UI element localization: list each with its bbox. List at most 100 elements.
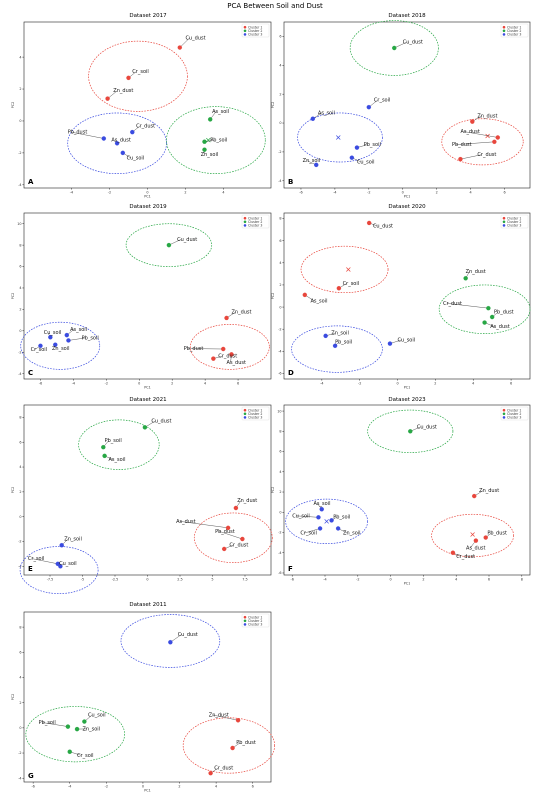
data-point bbox=[335, 526, 341, 531]
x-axis-label: PC1 bbox=[404, 582, 411, 586]
point-label: Pb_dust bbox=[236, 740, 256, 746]
cluster-boundary bbox=[193, 512, 273, 563]
point-label: Cr_soil bbox=[132, 69, 149, 75]
point-label: Zn_dust bbox=[477, 113, 497, 119]
centroid-marker bbox=[485, 133, 490, 139]
legend-entry: Cluster 1 bbox=[248, 25, 262, 29]
legend-swatch bbox=[243, 220, 247, 224]
data-point bbox=[483, 535, 488, 540]
annotation-leader bbox=[446, 303, 489, 309]
data-point bbox=[221, 546, 227, 552]
data-point bbox=[392, 45, 397, 51]
scatter-panel: Dataset 2017 -4 -2 0 2 4 -4 -2 0 2 4 PC1 PC2 Cu_dust C… bbox=[11, 13, 272, 199]
cluster-boundary bbox=[120, 614, 221, 668]
panel-letter: G bbox=[28, 772, 34, 780]
legend-entry: Cluster 3 bbox=[248, 224, 262, 228]
legend-swatch bbox=[502, 33, 506, 36]
point-label: Cu_soil bbox=[357, 159, 375, 165]
data-point bbox=[319, 507, 324, 512]
point-label: As_dust bbox=[460, 129, 479, 135]
axes-frame bbox=[23, 212, 272, 380]
point-label: Pb_dust bbox=[215, 529, 235, 535]
cluster-boundary bbox=[189, 324, 270, 370]
y-tick-label: 8 bbox=[19, 243, 21, 247]
cluster-boundary bbox=[182, 717, 276, 774]
data-point bbox=[224, 315, 229, 321]
data-point bbox=[74, 726, 80, 732]
x-tick-label: -4 bbox=[70, 190, 73, 194]
y-axis-label: PC2 bbox=[11, 487, 15, 494]
point-label: Cr_soil bbox=[300, 531, 317, 537]
legend-entry: Cluster 2 bbox=[248, 29, 262, 33]
y-tick-label: 10 bbox=[277, 409, 281, 413]
data-point bbox=[82, 719, 87, 724]
y-tick-label: 10 bbox=[17, 222, 21, 226]
cluster-boundary bbox=[291, 325, 383, 373]
legend-swatch bbox=[502, 412, 506, 416]
y-axis-label: PC2 bbox=[271, 293, 275, 300]
data-point bbox=[168, 640, 173, 645]
data-point bbox=[202, 139, 207, 144]
x-tick-label: -5 bbox=[81, 577, 84, 581]
x-tick-label: 2.5 bbox=[177, 577, 182, 581]
data-point bbox=[366, 104, 372, 110]
x-tick-label: 6 bbox=[488, 577, 490, 581]
x-tick-label: 2 bbox=[184, 190, 186, 194]
point-label: As_dust bbox=[490, 324, 509, 330]
legend-swatch bbox=[243, 408, 247, 412]
centroid-marker bbox=[324, 519, 329, 524]
cluster-boundary bbox=[19, 546, 99, 594]
data-point bbox=[101, 444, 106, 450]
cluster-boundary bbox=[300, 245, 389, 294]
x-tick-label: 0 bbox=[146, 190, 148, 194]
point-label: Cu_dust bbox=[178, 632, 198, 638]
data-point bbox=[207, 117, 213, 122]
x-tick-label: -2 bbox=[105, 381, 108, 385]
x-tick-label: -6 bbox=[39, 381, 42, 385]
y-tick-label: -2 bbox=[278, 327, 281, 331]
point-label: Cu_soil bbox=[44, 330, 62, 336]
data-point bbox=[495, 135, 500, 140]
legend-swatch bbox=[243, 224, 247, 227]
cluster-boundary bbox=[88, 40, 188, 112]
panel-title: Dataset 2023 bbox=[388, 397, 426, 403]
x-tick-label: -6 bbox=[291, 577, 294, 581]
legend-box bbox=[241, 406, 270, 421]
y-tick-label: 2 bbox=[19, 490, 21, 494]
x-tick-label: -4 bbox=[320, 381, 323, 385]
x-tick-label: -4 bbox=[323, 577, 326, 581]
data-point bbox=[482, 320, 487, 325]
cluster-boundary bbox=[367, 409, 454, 453]
data-point bbox=[65, 724, 71, 729]
data-point bbox=[58, 564, 63, 569]
centroid-stroke bbox=[346, 267, 351, 272]
y-tick-label: 2 bbox=[19, 87, 21, 91]
legend-swatch bbox=[243, 615, 247, 619]
legend-entry: Cluster 2 bbox=[507, 220, 521, 224]
point-label: Cu_soil bbox=[127, 155, 145, 161]
legend-entry: Cluster 2 bbox=[507, 412, 521, 416]
data-point bbox=[336, 286, 342, 291]
legend-box bbox=[500, 214, 529, 229]
data-point bbox=[332, 343, 338, 348]
data-point bbox=[458, 156, 463, 162]
legend-entry: Cluster 1 bbox=[248, 216, 262, 220]
point-label: Pb_dust bbox=[452, 142, 472, 148]
y-tick-label: -6 bbox=[278, 372, 281, 376]
cluster-boundary bbox=[78, 419, 160, 470]
point-label: Cu_soil bbox=[59, 561, 77, 567]
point-label: Cr_dust bbox=[456, 554, 475, 560]
data-point bbox=[349, 155, 355, 160]
y-tick-label: 2 bbox=[19, 701, 21, 705]
legend-entry: Cluster 2 bbox=[248, 220, 262, 224]
x-tick-label: -4 bbox=[333, 190, 336, 194]
y-tick-label: -2 bbox=[18, 350, 21, 354]
legend-entry: Cluster 3 bbox=[248, 623, 262, 627]
panel-title: Dataset 2019 bbox=[129, 204, 167, 210]
data-point bbox=[166, 242, 172, 248]
data-point bbox=[463, 276, 468, 281]
annotation-leader bbox=[455, 141, 495, 145]
